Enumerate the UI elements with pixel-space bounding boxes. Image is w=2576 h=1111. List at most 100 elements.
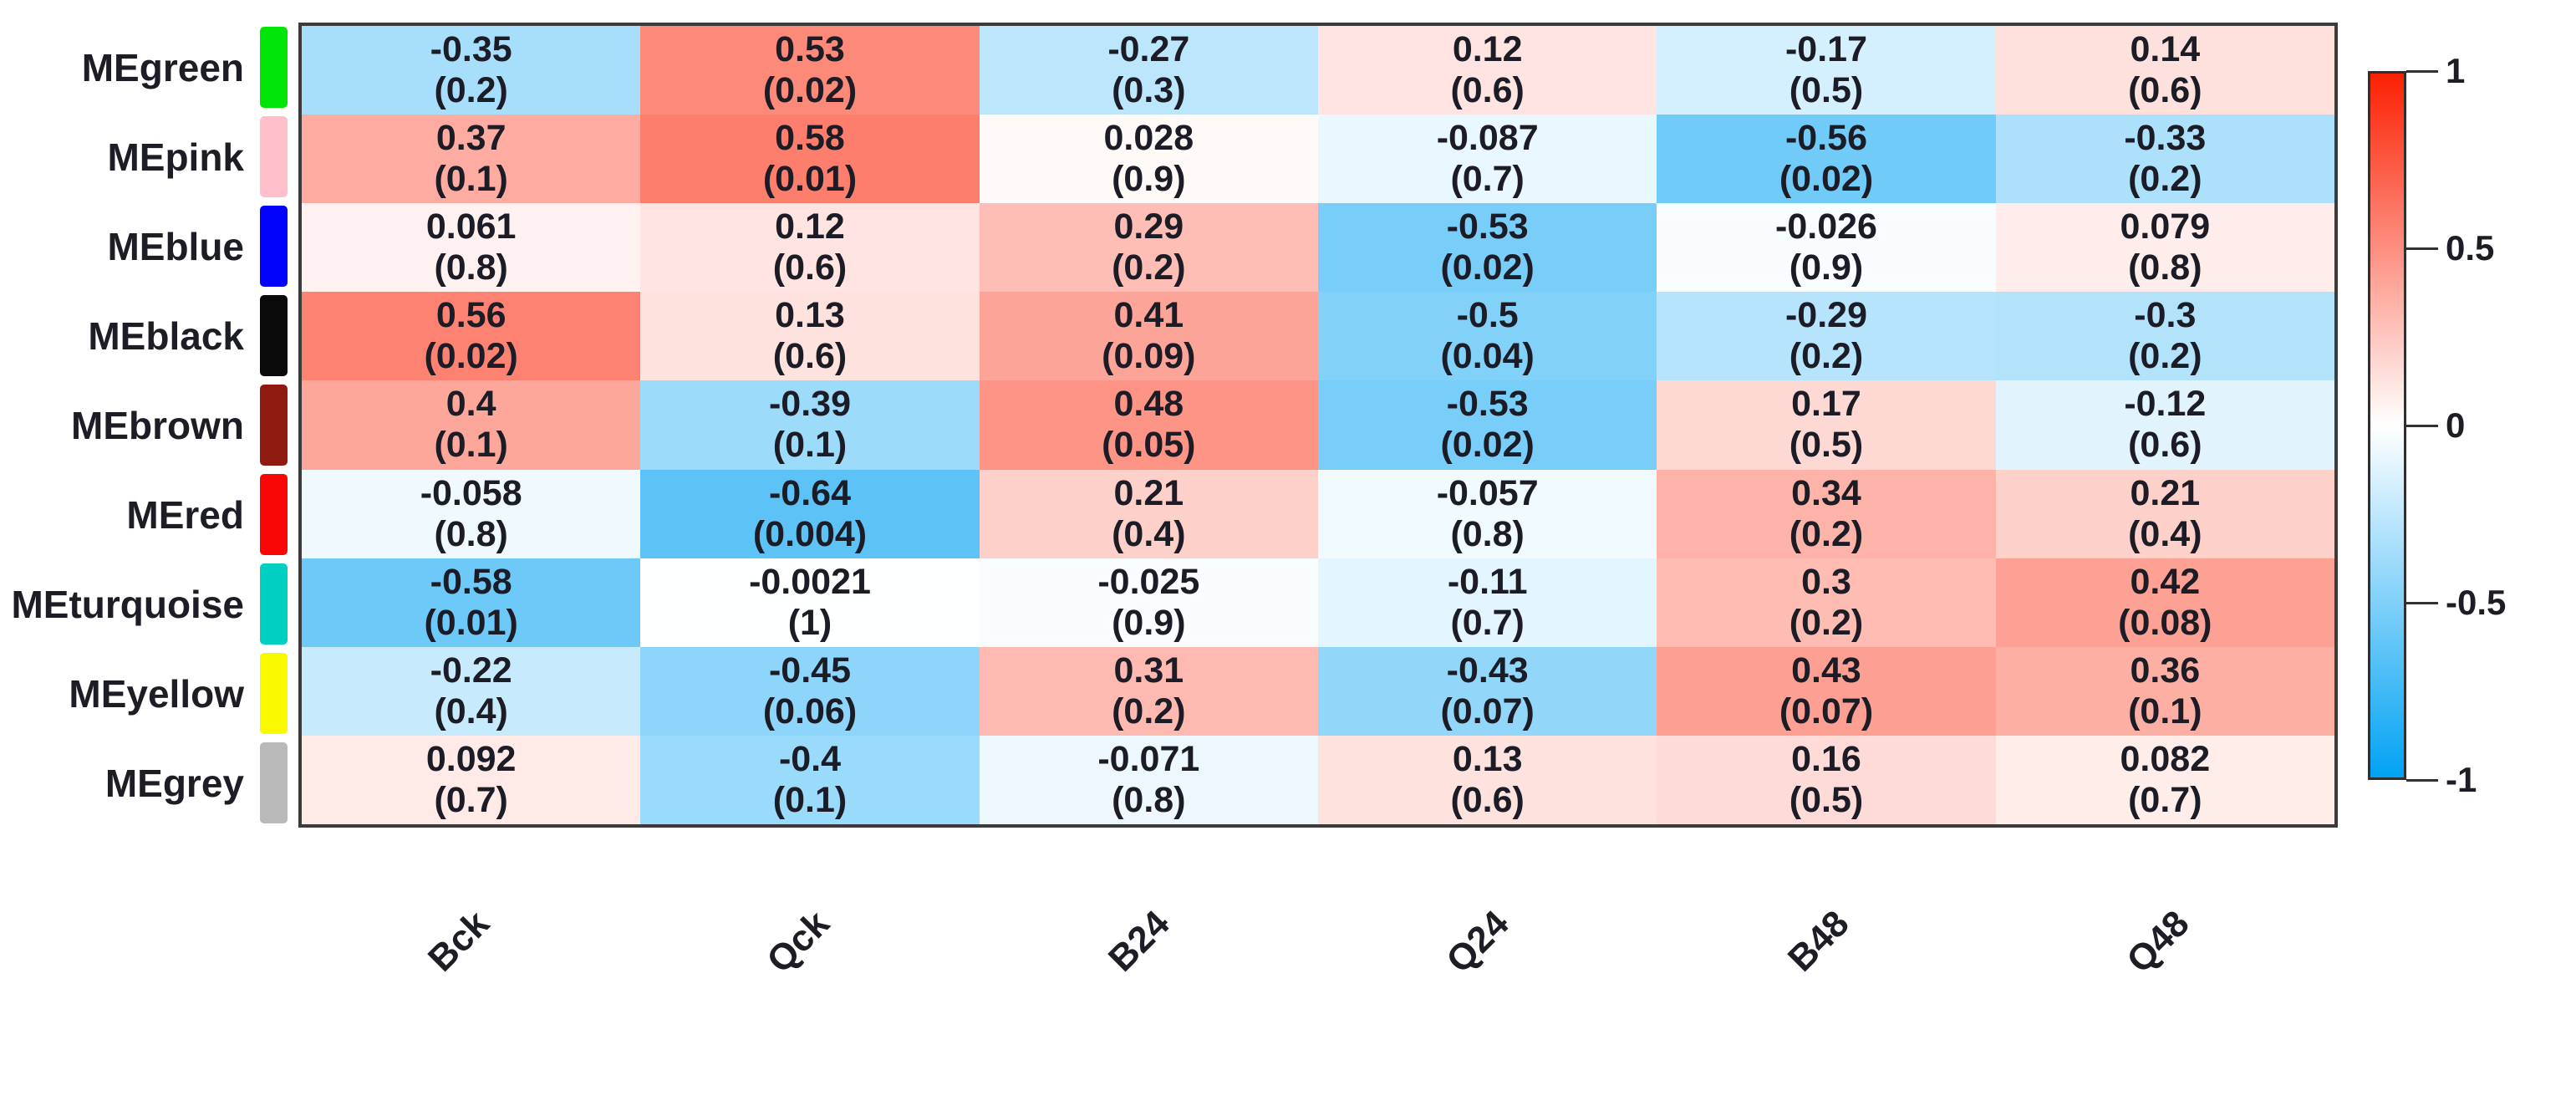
heatmap-cell-MEblue-Q48: 0.079 (0.8) bbox=[1995, 203, 2334, 293]
heatmap-cell-MEgreen-B48: -0.17 (0.5) bbox=[1657, 26, 1996, 115]
cell-p-value: (0.4) bbox=[1112, 513, 1186, 554]
heatmap-cell-MEgreen-Bck: -0.35 (0.2) bbox=[302, 26, 641, 115]
cell-correlation-value: -0.64 bbox=[768, 472, 851, 513]
heatmap-cell-MEblack-Q24: -0.5 (0.04) bbox=[1318, 292, 1657, 381]
cell-p-value: (0.6) bbox=[772, 247, 848, 288]
cell-p-value: (0.8) bbox=[434, 513, 508, 554]
module-color-chip-MEbrown bbox=[260, 385, 288, 466]
module-color-chip-MEpink bbox=[260, 116, 288, 197]
cell-correlation-value: -0.071 bbox=[1097, 738, 1200, 779]
row-label-MEblack: MEblack bbox=[88, 313, 244, 358]
heatmap-cell-MEpink-Q24: -0.087 (0.7) bbox=[1318, 115, 1657, 204]
cell-correlation-value: -0.45 bbox=[768, 650, 851, 691]
heatmap-cell-MEyellow-Q48: 0.36 (0.1) bbox=[1995, 646, 2334, 736]
cell-p-value: (0.02) bbox=[762, 70, 858, 111]
cell-p-value: (0.2) bbox=[2128, 336, 2202, 377]
module-trait-heatmap-figure: MEgreen MEpink MEblue MEblack MEbrown MEred ME… bbox=[11, 23, 2507, 981]
cell-correlation-value: 0.12 bbox=[1452, 29, 1523, 70]
heatmap-cell-MEpink-B48: -0.56 (0.02) bbox=[1657, 115, 1996, 204]
cell-p-value: (0.06) bbox=[762, 691, 858, 731]
heatmap-cell-MEgrey-Qck: -0.4 (0.1) bbox=[640, 735, 980, 824]
cell-correlation-value: -0.057 bbox=[1436, 472, 1539, 513]
heatmap-cell-MEbrown-Bck: 0.4 (0.1) bbox=[302, 380, 641, 470]
colorbar-tick-line bbox=[2406, 424, 2438, 427]
heatmap-cell-MEpink-Qck: 0.58 (0.01) bbox=[640, 115, 980, 204]
cell-p-value: (0.2) bbox=[1789, 513, 1864, 554]
cell-p-value: (0.4) bbox=[2128, 513, 2202, 554]
row-label-MEgreen: MEgreen bbox=[81, 45, 244, 89]
cell-correlation-value: 0.21 bbox=[1113, 472, 1184, 513]
cell-correlation-value: 0.56 bbox=[435, 295, 507, 336]
heatmap-cell-MEturquoise-Bck: -0.58 (0.01) bbox=[302, 558, 641, 647]
cell-correlation-value: 0.14 bbox=[2130, 29, 2201, 70]
heatmap-cell-MEblue-Bck: 0.061 (0.8) bbox=[302, 203, 641, 293]
cell-correlation-value: 0.34 bbox=[1791, 472, 1861, 513]
cell-correlation-value: 0.48 bbox=[1113, 384, 1184, 425]
cell-correlation-value: 0.29 bbox=[1113, 206, 1184, 247]
module-color-chip-MEred bbox=[260, 474, 288, 555]
cell-correlation-value: 0.3 bbox=[1801, 561, 1851, 602]
heatmap-cell-MEgrey-B24: -0.071 (0.8) bbox=[979, 735, 1318, 824]
heatmap-cell-MEblack-Qck: 0.13 (0.6) bbox=[640, 292, 980, 381]
cell-p-value: (0.8) bbox=[1450, 513, 1525, 554]
cell-correlation-value: 0.42 bbox=[2130, 561, 2201, 602]
colorbar-tick-label--1: -1 bbox=[2446, 760, 2477, 799]
cell-p-value: (0.09) bbox=[1102, 336, 1196, 377]
cell-correlation-value: -0.53 bbox=[1446, 206, 1529, 247]
heatmap-grid: -0.35 (0.2) 0.53 (0.02) -0.27 (0.3) 0.12 (0.6) -… bbox=[298, 23, 2338, 828]
cell-p-value: (0.7) bbox=[1450, 159, 1525, 200]
colorbar-tick-label-1: 1 bbox=[2446, 51, 2466, 90]
heatmap-cell-MEgreen-Qck: 0.53 (0.02) bbox=[640, 26, 980, 115]
cell-correlation-value: -0.11 bbox=[1447, 561, 1528, 602]
cell-p-value: (0.01) bbox=[424, 602, 518, 643]
row-label-MEyellow: MEyellow bbox=[69, 671, 244, 716]
cell-correlation-value: -0.56 bbox=[1784, 118, 1867, 159]
cell-p-value: (0.2) bbox=[1112, 247, 1186, 288]
cell-p-value: (0.02) bbox=[1779, 159, 1874, 200]
cell-p-value: (0.8) bbox=[434, 247, 508, 288]
heatmap-cell-MEbrown-Qck: -0.39 (0.1) bbox=[640, 380, 980, 470]
colorbar-tick-line bbox=[2406, 778, 2438, 782]
cell-correlation-value: 0.43 bbox=[1791, 650, 1861, 691]
cell-p-value: (0.8) bbox=[1112, 779, 1186, 820]
cell-p-value: (0.07) bbox=[1440, 691, 1535, 731]
cell-correlation-value: 0.12 bbox=[775, 206, 845, 247]
cell-p-value: (0.1) bbox=[434, 159, 508, 200]
cell-p-value: (0.2) bbox=[1789, 602, 1864, 643]
heatmap-cell-MEblue-Qck: 0.12 (0.6) bbox=[640, 203, 980, 293]
row-label-MEbrown: MEbrown bbox=[71, 403, 244, 447]
heatmap-cell-MEgreen-Q48: 0.14 (0.6) bbox=[1995, 26, 2334, 115]
cell-correlation-value: 0.36 bbox=[2130, 650, 2201, 691]
cell-correlation-value: -0.43 bbox=[1446, 650, 1529, 691]
cell-correlation-value: -0.17 bbox=[1784, 29, 1867, 70]
cell-p-value: (0.07) bbox=[1779, 691, 1874, 731]
heatmap-cell-MEyellow-B24: 0.31 (0.2) bbox=[979, 646, 1318, 736]
cell-correlation-value: -0.22 bbox=[430, 650, 512, 691]
heatmap-cell-MEblue-Q24: -0.53 (0.02) bbox=[1318, 203, 1657, 293]
heatmap-cell-MEturquoise-B48: 0.3 (0.2) bbox=[1657, 558, 1996, 647]
cell-correlation-value: -0.058 bbox=[420, 472, 522, 513]
cell-p-value: (0.6) bbox=[772, 336, 848, 377]
heatmap-cell-MEgreen-Q24: 0.12 (0.6) bbox=[1318, 26, 1657, 115]
cell-p-value: (0.1) bbox=[2128, 691, 2202, 731]
column-label-Q48: Q48 bbox=[2118, 903, 2197, 981]
heatmap-cell-MEgreen-B24: -0.27 (0.3) bbox=[979, 26, 1318, 115]
cell-p-value: (0.6) bbox=[1450, 779, 1525, 820]
heatmap-cell-MEbrown-Q24: -0.53 (0.02) bbox=[1318, 380, 1657, 470]
cell-correlation-value: 0.13 bbox=[775, 295, 845, 336]
cell-p-value: (0.5) bbox=[1789, 70, 1864, 111]
module-color-strip bbox=[260, 23, 288, 828]
cell-p-value: (0.05) bbox=[1102, 425, 1196, 466]
cell-p-value: (1) bbox=[787, 602, 832, 643]
cell-correlation-value: 0.079 bbox=[2120, 206, 2211, 247]
heatmap-cell-MEgrey-Q24: 0.13 (0.6) bbox=[1318, 735, 1657, 824]
cell-p-value: (0.3) bbox=[1112, 70, 1186, 111]
cell-correlation-value: -0.026 bbox=[1775, 206, 1877, 247]
cell-p-value: (0.02) bbox=[1440, 247, 1535, 288]
heatmap-cell-MEred-Qck: -0.64 (0.004) bbox=[640, 469, 980, 558]
cell-p-value: (0.9) bbox=[1789, 247, 1864, 288]
cell-correlation-value: 0.17 bbox=[1791, 384, 1861, 425]
cell-p-value: (0.6) bbox=[1450, 70, 1525, 111]
colorbar-tick-line bbox=[2406, 247, 2438, 250]
module-color-chip-MEgrey bbox=[260, 742, 288, 823]
